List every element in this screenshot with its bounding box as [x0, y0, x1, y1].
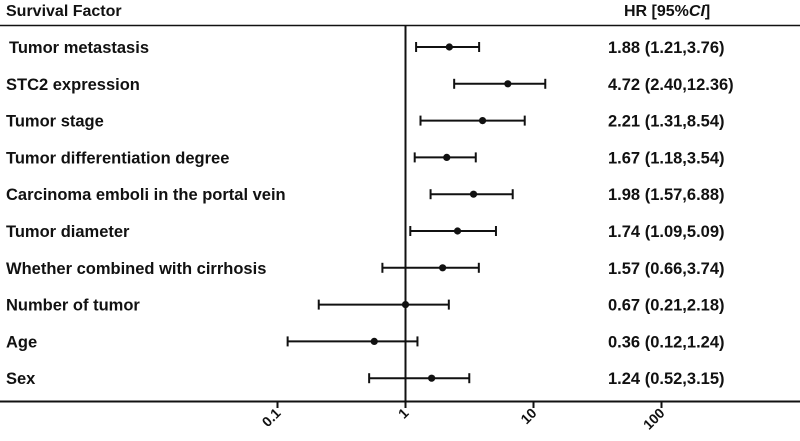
hr-point [478, 117, 487, 125]
row-label: Whether combined with cirrhosis [6, 260, 266, 278]
hr-ci-header-prefix: HR [95% [624, 3, 689, 20]
x-tick-label: 10 [517, 405, 539, 427]
hr-value: 2.21 (1.31,8.54) [608, 113, 725, 131]
hr-ci-header-suffix: ] [705, 3, 710, 20]
row-label: Tumor diameter [6, 223, 130, 241]
forest-row: Tumor metastasis 1.88 (1.21,3.76) [9, 39, 725, 57]
row-label: Age [6, 333, 37, 351]
row-label: Tumor metastasis [9, 39, 149, 57]
hr-value: 1.57 (0.66,3.74) [608, 260, 725, 278]
hr-value: 1.67 (1.18,3.54) [608, 149, 725, 167]
survival-factor-header: Survival Factor [6, 3, 122, 20]
hr-value: 0.67 (0.21,2.18) [608, 297, 725, 315]
hr-point [443, 153, 451, 161]
x-axis-ticks: 0.1 1 10 100 [259, 401, 668, 433]
rows-layer: Tumor metastasis 1.88 (1.21,3.76) STC2 exp… [6, 39, 734, 388]
row-label: Carcinoma emboli in the portal vein [6, 186, 286, 204]
hr-value: 1.88 (1.21,3.76) [608, 39, 725, 57]
forest-row: Tumor diameter 1.74 (1.09,5.09) [6, 223, 725, 241]
row-label: STC2 expression [6, 76, 140, 94]
hr-point [439, 264, 447, 272]
forest-row: Whether combined with cirrhosis 1.57 (0.6… [6, 260, 725, 278]
hr-point [401, 301, 410, 309]
hr-point [445, 43, 453, 51]
forest-row: STC2 expression 4.72 (2.40,12.36) [6, 76, 734, 94]
forest-row: Age 0.36 (0.12,1.24) [6, 333, 725, 351]
forest-row: Tumor stage 2.21 (1.31,8.54) [6, 113, 725, 131]
hr-value: 1.24 (0.52,3.15) [608, 370, 725, 388]
hr-value: 1.98 (1.57,6.88) [608, 186, 725, 204]
x-tick-label: 100 [640, 405, 668, 433]
forest-row: Number of tumor 0.67 (0.21,2.18) [6, 297, 725, 315]
row-label: Tumor stage [6, 113, 104, 131]
hr-point [504, 80, 512, 88]
row-label: Sex [6, 370, 36, 388]
hr-ci-header: HR [95%CI] [624, 3, 710, 20]
x-tick-label: 1 [395, 405, 412, 422]
hr-value: 0.36 (0.12,1.24) [608, 333, 725, 351]
row-label: Tumor differentiation degree [6, 149, 229, 167]
hr-value: 1.74 (1.09,5.09) [608, 223, 725, 241]
hr-value: 4.72 (2.40,12.36) [608, 76, 734, 94]
hr-ci-header-ci: CI [689, 3, 706, 20]
row-label: Number of tumor [6, 297, 140, 315]
hr-point [453, 227, 462, 235]
forest-row: Tumor differentiation degree 1.67 (1.18,3… [6, 149, 725, 167]
hr-point [370, 337, 378, 345]
forest-row: Sex 1.24 (0.52,3.15) [6, 370, 725, 388]
hr-point [428, 374, 436, 382]
x-tick-label: 0.1 [259, 405, 284, 430]
hr-point [469, 190, 478, 198]
forest-row: Carcinoma emboli in the portal vein 1.98 … [6, 186, 725, 204]
